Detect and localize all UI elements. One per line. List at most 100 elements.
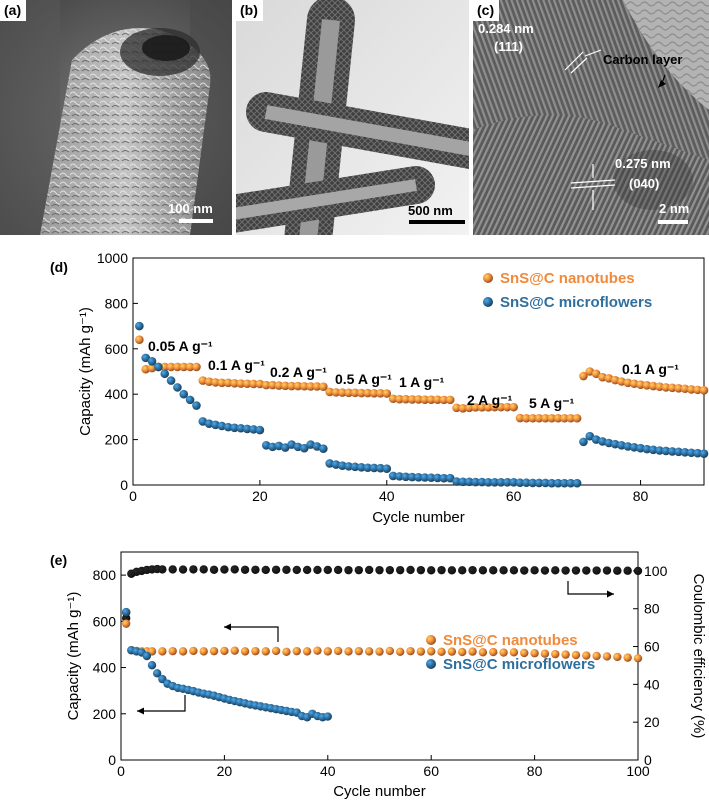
d-microflowers-point (490, 477, 499, 487)
d-nanotubes-point (319, 382, 328, 392)
d-nanotubes-point (217, 378, 227, 388)
d-microflowers-point (522, 478, 531, 488)
e-nanotubes-point (271, 646, 281, 656)
d-microflowers-point (579, 437, 588, 447)
e-coulombic-nanotubes-point (333, 565, 343, 575)
e-coulombic-nanotubes-point (613, 566, 622, 575)
d-microflowers-point (414, 472, 423, 482)
d-rate-annotation: 0.1 A g⁻¹ (622, 361, 679, 377)
e-nanotubes-point (168, 646, 177, 656)
d-rate-annotation: 0.05 A g⁻¹ (148, 338, 213, 354)
e-y-tick-label: 0 (108, 752, 116, 768)
e-y2-tick-label: 20 (644, 714, 660, 730)
d-nanotubes-point (306, 382, 315, 391)
d-nanotubes-point (445, 395, 455, 405)
e-microflowers-point (152, 669, 162, 678)
d-legend-label: SnS@C nanotubes (500, 270, 635, 287)
d-spacing-1: 0.284 nm (478, 21, 534, 36)
d-microflowers-point (515, 478, 525, 488)
e-arrow-coulombic-head (607, 590, 614, 598)
d-microflowers-point (629, 443, 639, 452)
d-nanotubes-point (674, 383, 683, 393)
e-y2-tick-label: 0 (644, 752, 652, 768)
d-nanotubes-point (553, 413, 563, 423)
d-nanotubes-point (579, 371, 588, 381)
d-nanotubes-point (661, 383, 671, 392)
e-x-tick-label: 80 (527, 763, 543, 779)
d-microflowers-point (147, 356, 157, 366)
d-x-tick-label: 60 (506, 488, 522, 504)
e-coulombic-nanotubes-point (427, 566, 436, 575)
d-microflowers-point (680, 448, 690, 457)
d-microflowers-point (382, 464, 392, 473)
d-nanotubes-point (534, 413, 544, 423)
e-coulombic-nanotubes-point (354, 565, 364, 575)
d-nanotubes-point (223, 378, 233, 388)
e-coulombic-nanotubes-point (437, 565, 446, 575)
d-nanotubes-point (363, 388, 373, 398)
d-microflowers-point (534, 478, 544, 488)
d-spacing-2: 0.275 nm (615, 156, 671, 171)
d-microflowers-point (560, 478, 569, 488)
d-nanotubes-point (623, 378, 633, 388)
e-nanotubes-point (416, 647, 426, 656)
d-rate-annotation: 5 A g⁻¹ (529, 395, 575, 411)
e-nanotubes-point (520, 648, 529, 658)
d-x-tick-label: 20 (252, 488, 268, 504)
e-x-axis-label: Cycle number (333, 783, 426, 800)
d-microflowers-point (642, 444, 652, 454)
e-nanotubes-point (602, 652, 612, 661)
d-microflowers-point (445, 473, 455, 483)
panel-label-b: (b) (236, 0, 263, 21)
e-coulombic-nanotubes-point (344, 565, 353, 575)
d-nanotubes-point (388, 394, 398, 404)
e-nanotubes-point (592, 651, 601, 661)
d-microflowers-point (160, 369, 170, 379)
e-y2-tick-label: 60 (644, 639, 660, 655)
d-microflowers-point (154, 362, 163, 372)
panel-label-e: (e) (50, 552, 67, 568)
d-nanotubes-point (344, 388, 354, 398)
d-microflowers-point (661, 446, 671, 456)
e-coulombic-nanotubes-point (313, 565, 322, 575)
d-nanotubes-point (141, 364, 150, 374)
e-nanotubes-point (468, 647, 477, 656)
e-coulombic-nanotubes-point (458, 566, 467, 575)
scale-label-c: 2 nm (659, 201, 690, 216)
d-nanotubes-point (395, 394, 404, 404)
d-microflowers-point (338, 461, 347, 471)
d-nanotubes-point (515, 413, 525, 423)
d-rate-annotation: 0.5 A g⁻¹ (335, 371, 392, 387)
d-nanotubes-point (204, 377, 214, 387)
e-legend-marker (426, 659, 436, 669)
d-y-tick-label: 800 (105, 295, 129, 311)
e-coulombic-nanotubes-point (230, 565, 239, 574)
d-nanotubes-point (503, 402, 512, 412)
e-nanotubes-point (323, 647, 332, 656)
d-microflowers-point (376, 463, 385, 473)
d-nanotubes-point (312, 382, 322, 391)
d-microflowers-point (636, 443, 645, 453)
e-coulombic-nanotubes-point (416, 565, 426, 575)
d-nanotubes-point (655, 382, 664, 392)
e-y-tick-label: 800 (93, 567, 117, 583)
d-nanotubes-point (458, 403, 468, 413)
d-microflowers-point (369, 463, 379, 473)
d-nanotubes-point (287, 381, 296, 391)
d-nanotubes-point (648, 381, 658, 391)
e-nanotubes-point (344, 647, 353, 656)
d-microflowers-point (179, 389, 189, 399)
d-nanotubes-point (414, 395, 423, 404)
d-nanotubes-point (376, 388, 385, 398)
e-coulombic-nanotubes-point (478, 566, 488, 575)
d-microflowers-point (572, 478, 582, 488)
e-nanotubes-point (282, 647, 291, 657)
d-microflowers-point (547, 478, 557, 488)
e-arrow-coulombic (567, 581, 614, 595)
e-x-tick-label: 60 (423, 763, 439, 779)
e-coulombic-nanotubes-point (633, 566, 643, 576)
d-nanotubes-point (166, 362, 176, 372)
d-microflowers-point (249, 425, 258, 434)
d-y-tick-label: 600 (105, 341, 129, 357)
d-microflowers-point (192, 401, 201, 410)
